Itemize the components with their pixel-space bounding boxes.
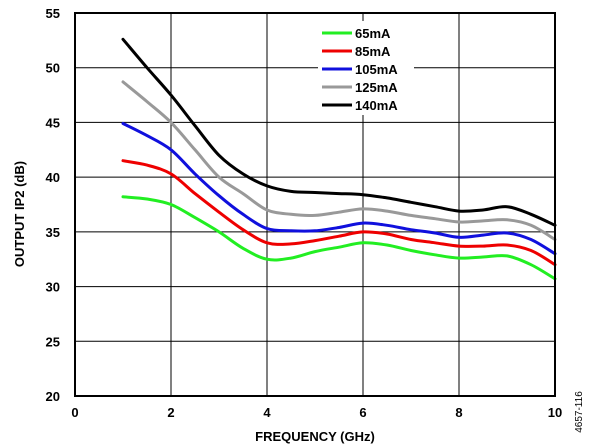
series-line-140mA	[121, 37, 557, 227]
legend-label: 105mA	[355, 62, 398, 77]
series-line-105mA	[121, 122, 557, 256]
x-tick-label: 6	[359, 405, 366, 420]
x-tick-label: 2	[167, 405, 174, 420]
legend-label: 65mA	[355, 26, 391, 41]
x-tick-label: 10	[548, 405, 562, 420]
legend-label: 125mA	[355, 80, 398, 95]
x-tick-labels: 0 2 4 6 8 10	[71, 405, 562, 420]
series-line-65mA	[121, 195, 557, 281]
series-layer	[121, 37, 557, 281]
legend-label: 140mA	[355, 98, 398, 113]
y-tick-label: 20	[46, 389, 60, 404]
x-tick-label: 0	[71, 405, 78, 420]
y-tick-label: 40	[46, 170, 60, 185]
x-tick-label: 4	[263, 405, 271, 420]
y-tick-labels: 20 25 30 35 40 45 50 55	[46, 6, 60, 404]
y-tick-label: 55	[46, 6, 60, 21]
y-tick-label: 35	[46, 225, 60, 240]
y-axis-title: OUTPUT IP2 (dB)	[12, 161, 27, 267]
series-line-85mA	[121, 159, 557, 267]
y-tick-label: 50	[46, 61, 60, 76]
legend: 65mA 85mA 105mA 125mA 140mA	[318, 21, 414, 115]
y-tick-label: 30	[46, 280, 60, 295]
figure-id: 4657-116	[574, 391, 585, 433]
plot-frame	[74, 12, 556, 397]
x-tick-label: 8	[455, 405, 462, 420]
legend-label: 85mA	[355, 44, 391, 59]
grid	[74, 12, 556, 397]
x-axis-title: FREQUENCY (GHz)	[255, 429, 375, 444]
y-tick-label: 45	[46, 115, 60, 130]
series-line-125mA	[121, 80, 557, 241]
y-tick-label: 25	[46, 334, 60, 349]
